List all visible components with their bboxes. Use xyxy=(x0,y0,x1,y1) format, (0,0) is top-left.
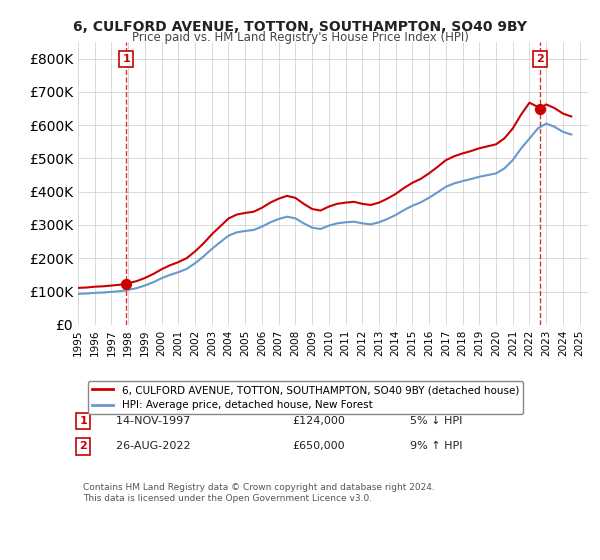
Text: Price paid vs. HM Land Registry's House Price Index (HPI): Price paid vs. HM Land Registry's House … xyxy=(131,31,469,44)
Text: 6, CULFORD AVENUE, TOTTON, SOUTHAMPTON, SO40 9BY: 6, CULFORD AVENUE, TOTTON, SOUTHAMPTON, … xyxy=(73,20,527,34)
Legend: 6, CULFORD AVENUE, TOTTON, SOUTHAMPTON, SO40 9BY (detached house), HPI: Average : 6, CULFORD AVENUE, TOTTON, SOUTHAMPTON, … xyxy=(88,381,523,414)
Text: 2: 2 xyxy=(536,54,544,64)
Text: £124,000: £124,000 xyxy=(292,416,345,426)
Text: £650,000: £650,000 xyxy=(292,441,345,451)
Text: 14-NOV-1997: 14-NOV-1997 xyxy=(109,416,190,426)
Text: 1: 1 xyxy=(79,416,87,426)
Text: 26-AUG-2022: 26-AUG-2022 xyxy=(109,441,190,451)
Text: 1: 1 xyxy=(122,54,130,64)
Text: 5% ↓ HPI: 5% ↓ HPI xyxy=(409,416,462,426)
Point xyxy=(121,279,131,288)
Text: 2: 2 xyxy=(79,441,87,451)
Text: Contains HM Land Registry data © Crown copyright and database right 2024.
This d: Contains HM Land Registry data © Crown c… xyxy=(83,483,435,502)
Point xyxy=(535,104,545,113)
Text: 9% ↑ HPI: 9% ↑ HPI xyxy=(409,441,462,451)
